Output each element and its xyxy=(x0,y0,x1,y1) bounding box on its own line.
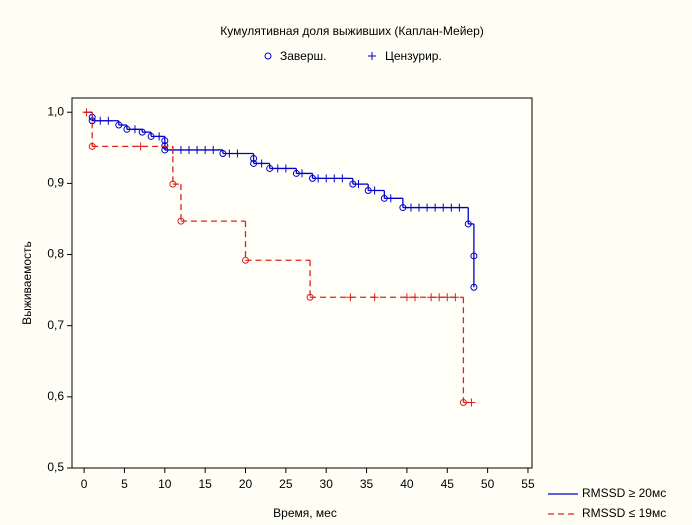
censored-marker xyxy=(185,145,194,154)
y-tick-label: 1,0 xyxy=(47,104,64,118)
censored-marker xyxy=(443,293,452,302)
x-tick-label: 50 xyxy=(481,477,495,491)
x-tick-label: 5 xyxy=(121,477,128,491)
censored-marker xyxy=(201,145,210,154)
event-marker xyxy=(161,142,169,150)
censored-marker xyxy=(423,203,432,212)
censored-marker xyxy=(431,203,440,212)
censored-marker xyxy=(104,116,113,125)
censored-marker xyxy=(273,164,282,173)
censored-marker xyxy=(96,116,105,125)
y-tick-label: 0,8 xyxy=(47,247,64,261)
censored-marker xyxy=(451,293,460,302)
event-marker xyxy=(399,204,407,212)
censored-marker xyxy=(439,203,448,212)
event-marker xyxy=(88,142,96,150)
legend-event-label: Заверш. xyxy=(280,49,326,63)
censored-marker xyxy=(415,203,424,212)
event-marker xyxy=(250,154,258,162)
censored-marker xyxy=(233,149,242,158)
legend-censored-marker xyxy=(368,52,376,60)
censored-marker xyxy=(298,169,306,178)
legend-censored-label: Цензурир. xyxy=(385,49,442,63)
censored-marker xyxy=(447,203,456,212)
event-marker xyxy=(306,293,314,301)
event-marker xyxy=(464,220,472,228)
censored-marker xyxy=(225,149,234,158)
x-tick-label: 55 xyxy=(521,477,535,491)
censored-marker xyxy=(281,164,290,173)
censored-marker xyxy=(406,203,415,212)
censored-marker xyxy=(338,174,347,183)
y-tick-label: 0,9 xyxy=(47,176,64,190)
x-tick-label: 30 xyxy=(320,477,334,491)
x-tick-label: 10 xyxy=(158,477,172,491)
censored-marker xyxy=(346,293,355,302)
censored-marker xyxy=(354,180,363,189)
event-marker xyxy=(115,121,123,129)
censored-marker xyxy=(155,132,164,141)
event-marker xyxy=(266,164,274,172)
censored-marker xyxy=(370,293,379,302)
x-tick-label: 15 xyxy=(198,477,212,491)
event-marker xyxy=(459,399,467,407)
y-tick-label: 0,5 xyxy=(47,460,64,474)
y-axis-label: Выживаемость xyxy=(20,241,34,325)
censored-marker xyxy=(176,145,185,154)
censored-marker xyxy=(467,398,476,407)
chart-title: Кумулятивная доля выживших (Каплан-Мейер… xyxy=(220,24,484,38)
x-tick-label: 35 xyxy=(360,477,374,491)
event-marker xyxy=(161,137,169,145)
x-axis-label: Время, мес xyxy=(273,506,337,520)
event-marker xyxy=(177,217,185,225)
event-marker xyxy=(470,283,478,291)
legend-label: RMSSD ≤ 19мс xyxy=(582,506,666,520)
event-marker xyxy=(470,252,478,260)
event-marker xyxy=(147,132,155,140)
event-marker xyxy=(123,125,131,133)
censored-marker xyxy=(136,142,145,151)
legend-label: RMSSD ≥ 20мс xyxy=(582,486,666,500)
plot-frame xyxy=(71,97,533,469)
x-tick-label: 20 xyxy=(239,477,253,491)
censored-marker xyxy=(370,186,379,195)
censored-marker xyxy=(386,194,395,203)
x-tick-label: 25 xyxy=(279,477,293,491)
censored-marker xyxy=(314,174,323,183)
y-tick-label: 0,6 xyxy=(47,389,64,403)
censored-marker xyxy=(455,203,464,212)
censored-marker xyxy=(209,145,218,154)
censored-marker xyxy=(410,293,419,302)
censored-marker xyxy=(82,108,91,117)
event-marker xyxy=(138,128,146,136)
censored-marker xyxy=(402,293,411,302)
event-marker xyxy=(250,159,258,167)
event-marker xyxy=(242,256,250,264)
censored-marker xyxy=(435,293,444,302)
x-tick-label: 0 xyxy=(81,477,88,491)
legend-event-marker xyxy=(264,52,272,60)
censored-marker xyxy=(130,125,139,134)
x-tick-label: 40 xyxy=(400,477,414,491)
censored-marker xyxy=(330,174,339,183)
x-tick-label: 45 xyxy=(441,477,455,491)
censored-marker xyxy=(257,159,266,168)
y-tick-label: 0,7 xyxy=(47,318,64,332)
censored-marker xyxy=(322,174,331,183)
censored-marker xyxy=(427,293,436,302)
event-marker xyxy=(169,180,177,188)
censored-marker xyxy=(193,145,202,154)
